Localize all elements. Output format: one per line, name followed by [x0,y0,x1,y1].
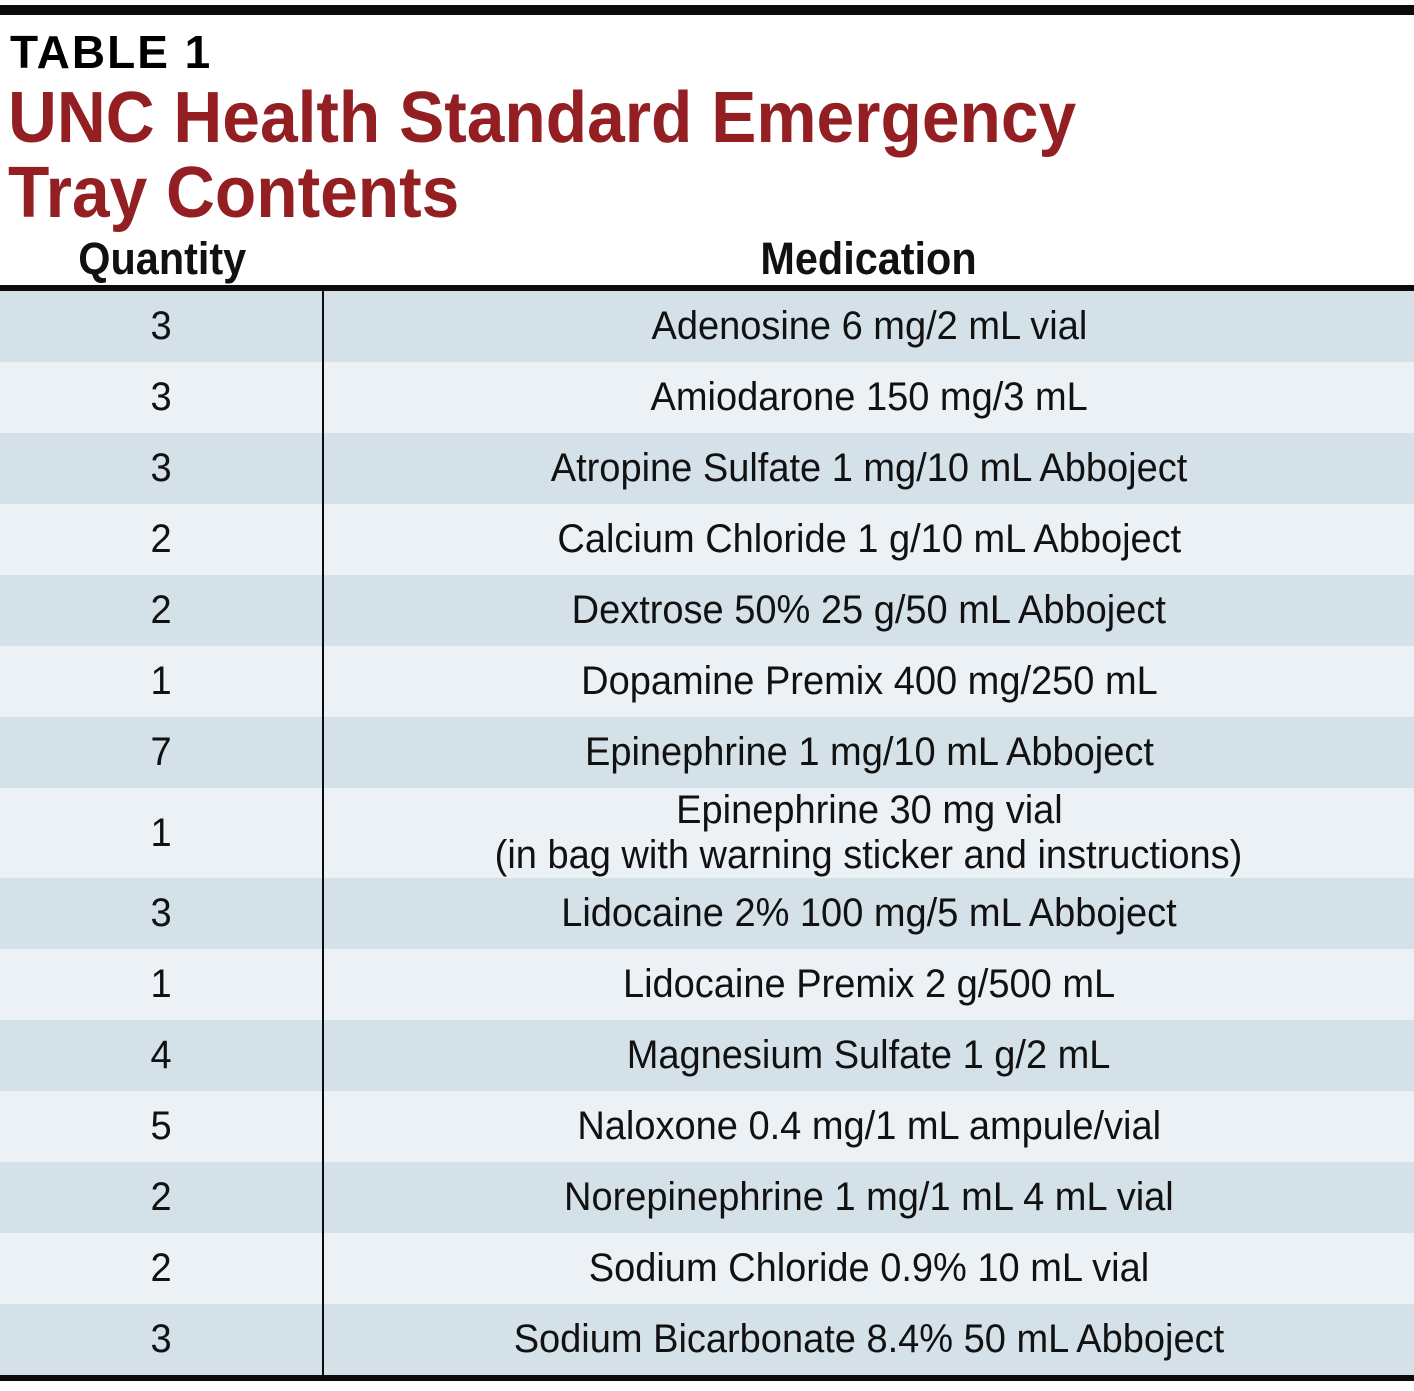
quantity-cell: 3 [0,291,324,362]
quantity-cell-text: 2 [150,517,172,561]
medication-cell: Naloxone 0.4 mg/1 mL ampule/vial [324,1091,1414,1162]
medication-cell: Epinephrine 1 mg/10 mL Abboject [324,717,1414,788]
quantity-cell: 7 [0,717,324,788]
table-row: 7 Epinephrine 1 mg/10 mL Abboject [0,717,1414,788]
table-row: 4 Magnesium Sulfate 1 g/2 mL [0,1020,1414,1091]
medication-cell: Norepinephrine 1 mg/1 mL 4 mL vial [324,1162,1414,1233]
medication-cell: Atropine Sulfate 1 mg/10 mL Abboject [324,433,1414,504]
table-row: 3 Adenosine 6 mg/2 mL vial [0,291,1414,362]
table-row: 2 Calcium Chloride 1 g/10 mL Abboject [0,504,1414,575]
quantity-cell-text: 3 [150,1317,172,1361]
medication-cell-text: Epinephrine 30 mg vial [675,788,1063,832]
medication-cell: Epinephrine 30 mg vial (in bag with warn… [324,788,1414,878]
table-row: 2 Sodium Chloride 0.9% 10 mL vial [0,1233,1414,1304]
quantity-cell-text: 3 [150,446,172,490]
quantity-cell-text: 2 [150,1246,172,1290]
table-header-row: Quantity Medication [0,236,1414,285]
medication-cell-text: Naloxone 0.4 mg/1 mL ampule/vial [577,1104,1161,1148]
bottom-rule [0,1375,1414,1381]
quantity-cell: 3 [0,433,324,504]
page-title: UNC Health Standard Emergency Tray Conte… [8,81,1330,231]
medication-cell-text: Lidocaine 2% 100 mg/5 mL Abboject [561,891,1177,935]
table-row: 1 Epinephrine 30 mg vial (in bag with wa… [0,788,1414,878]
table-row: 2 Norepinephrine 1 mg/1 mL 4 mL vial [0,1162,1414,1233]
medication-cell-text: Epinephrine 1 mg/10 mL Abboject [584,730,1154,774]
medication-cell-line2: (in bag with warning sticker and instruc… [495,833,1243,877]
medication-cell-text: Sodium Bicarbonate 8.4% 50 mL Abboject [513,1317,1225,1361]
quantity-cell: 2 [0,575,324,646]
quantity-cell-text: 7 [150,730,172,774]
medication-cell-text: Calcium Chloride 1 g/10 mL Abboject [557,517,1181,561]
quantity-cell-text: 2 [150,1175,172,1219]
quantity-cell-text: 2 [150,588,172,632]
medication-cell: Magnesium Sulfate 1 g/2 mL [324,1020,1414,1091]
quantity-cell: 5 [0,1091,324,1162]
page-title-line1: UNC Health Standard Emergency [8,78,1077,158]
medication-cell: Amiodarone 150 mg/3 mL [324,362,1414,433]
medication-cell-text: Dextrose 50% 25 g/50 mL Abboject [571,588,1167,632]
column-header-medication-label: Medication [760,233,978,284]
table-row: 5 Naloxone 0.4 mg/1 mL ampule/vial [0,1091,1414,1162]
table-body: 3 Adenosine 6 mg/2 mL vial 3 Amiodarone … [0,291,1414,1375]
column-header-medication: Medication [324,236,1414,285]
quantity-cell-text: 3 [150,375,172,419]
column-header-quantity: Quantity [0,236,324,285]
quantity-cell-text: 4 [150,1033,172,1077]
medication-cell: Lidocaine 2% 100 mg/5 mL Abboject [324,878,1414,949]
medication-cell-text: Sodium Chloride 0.9% 10 mL vial [588,1246,1150,1290]
medication-cell-text: Amiodarone 150 mg/3 mL [650,375,1088,419]
quantity-cell: 1 [0,788,324,878]
medication-cell: Adenosine 6 mg/2 mL vial [324,291,1414,362]
table-row: 1 Dopamine Premix 400 mg/250 mL [0,646,1414,717]
table-row: 3 Amiodarone 150 mg/3 mL [0,362,1414,433]
page-title-line2: Tray Contents [8,153,460,233]
table-number-label: TABLE 1 [10,26,213,78]
table-row: 2 Dextrose 50% 25 g/50 mL Abboject [0,575,1414,646]
medication-cell: Lidocaine Premix 2 g/500 mL [324,949,1414,1020]
medication-cell: Sodium Chloride 0.9% 10 mL vial [324,1233,1414,1304]
medication-cell: Dopamine Premix 400 mg/250 mL [324,646,1414,717]
medication-cell-text: Norepinephrine 1 mg/1 mL 4 mL vial [564,1175,1174,1219]
table-row: 3 Sodium Bicarbonate 8.4% 50 mL Abboject [0,1304,1414,1375]
table-row: 1 Lidocaine Premix 2 g/500 mL [0,949,1414,1020]
table-row: 3 Lidocaine 2% 100 mg/5 mL Abboject [0,878,1414,949]
medication-cell-text: Lidocaine Premix 2 g/500 mL [622,962,1116,1006]
quantity-cell: 3 [0,362,324,433]
header-rule [0,285,1414,291]
quantity-cell: 1 [0,949,324,1020]
medication-cell: Calcium Chloride 1 g/10 mL Abboject [324,504,1414,575]
medication-cell-text: Adenosine 6 mg/2 mL vial [651,304,1087,348]
table-row: 3 Atropine Sulfate 1 mg/10 mL Abboject [0,433,1414,504]
quantity-cell: 2 [0,1162,324,1233]
quantity-cell-text: 3 [150,304,172,348]
quantity-cell-text: 1 [150,810,172,855]
quantity-cell: 3 [0,878,324,949]
quantity-cell-text: 1 [150,962,172,1006]
quantity-cell-text: 1 [150,659,172,703]
quantity-cell: 2 [0,1233,324,1304]
quantity-cell-text: 3 [150,891,172,935]
medication-cell: Sodium Bicarbonate 8.4% 50 mL Abboject [324,1304,1414,1375]
quantity-cell: 3 [0,1304,324,1375]
quantity-cell: 2 [0,504,324,575]
quantity-cell-text: 5 [150,1104,172,1148]
column-header-quantity-label: Quantity [78,233,246,284]
top-rule [0,5,1414,15]
medication-cell-text: Atropine Sulfate 1 mg/10 mL Abboject [550,446,1188,490]
quantity-cell: 1 [0,646,324,717]
quantity-cell: 4 [0,1020,324,1091]
medication-cell-text: Magnesium Sulfate 1 g/2 mL [627,1033,1111,1077]
medication-cell: Dextrose 50% 25 g/50 mL Abboject [324,575,1414,646]
medication-cell-text: Dopamine Premix 400 mg/250 mL [580,659,1158,703]
